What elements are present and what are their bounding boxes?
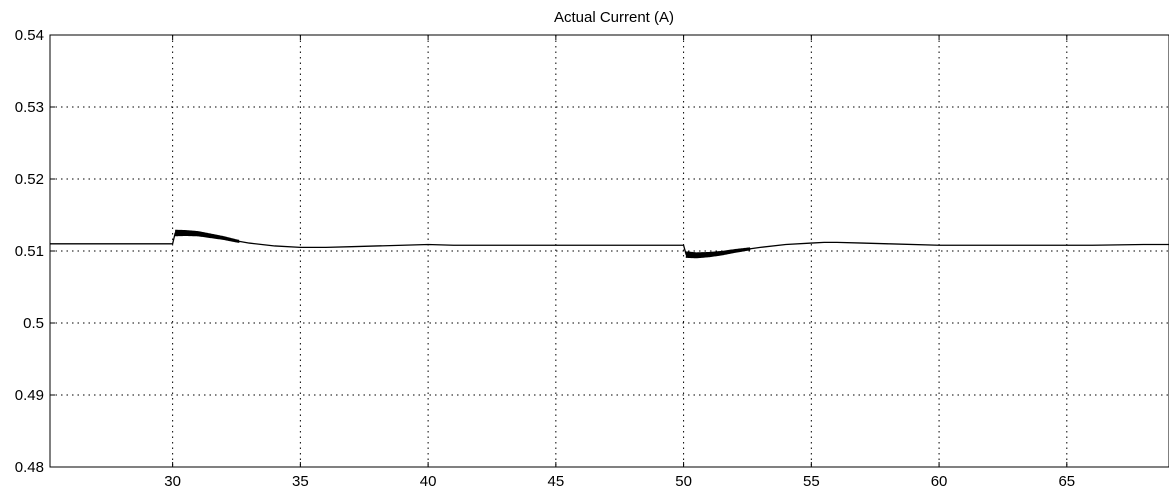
y-tick-label: 0.51 — [15, 243, 44, 260]
x-tick-label: 45 — [548, 473, 565, 490]
grid — [50, 35, 1169, 467]
x-tick-label: 65 — [1058, 473, 1075, 490]
y-tick-label: 0.49 — [15, 387, 44, 404]
y-tick-label: 0.48 — [15, 459, 44, 476]
x-tick-label: 35 — [292, 473, 309, 490]
series-noise-band — [685, 247, 751, 259]
series-group — [50, 229, 1169, 259]
y-tick-label: 0.52 — [15, 171, 44, 188]
x-tick-labels: 30 35 40 45 50 55 60 65 — [164, 473, 1075, 490]
series-noise-band — [174, 229, 240, 243]
y-tick-labels: 0.48 0.49 0.5 0.51 0.52 0.53 0.54 — [15, 27, 44, 476]
ticks — [50, 34, 1068, 468]
chart-title: Actual Current (A) — [554, 9, 674, 26]
x-tick-label: 55 — [803, 473, 820, 490]
y-tick-label: 0.54 — [15, 27, 44, 44]
x-tick-label: 30 — [164, 473, 181, 490]
x-tick-label: 40 — [420, 473, 437, 490]
y-tick-label: 0.5 — [23, 315, 44, 332]
y-tick-label: 0.53 — [15, 99, 44, 116]
x-tick-label: 50 — [675, 473, 692, 490]
plot-frame — [49, 34, 1169, 468]
x-tick-label: 60 — [931, 473, 948, 490]
